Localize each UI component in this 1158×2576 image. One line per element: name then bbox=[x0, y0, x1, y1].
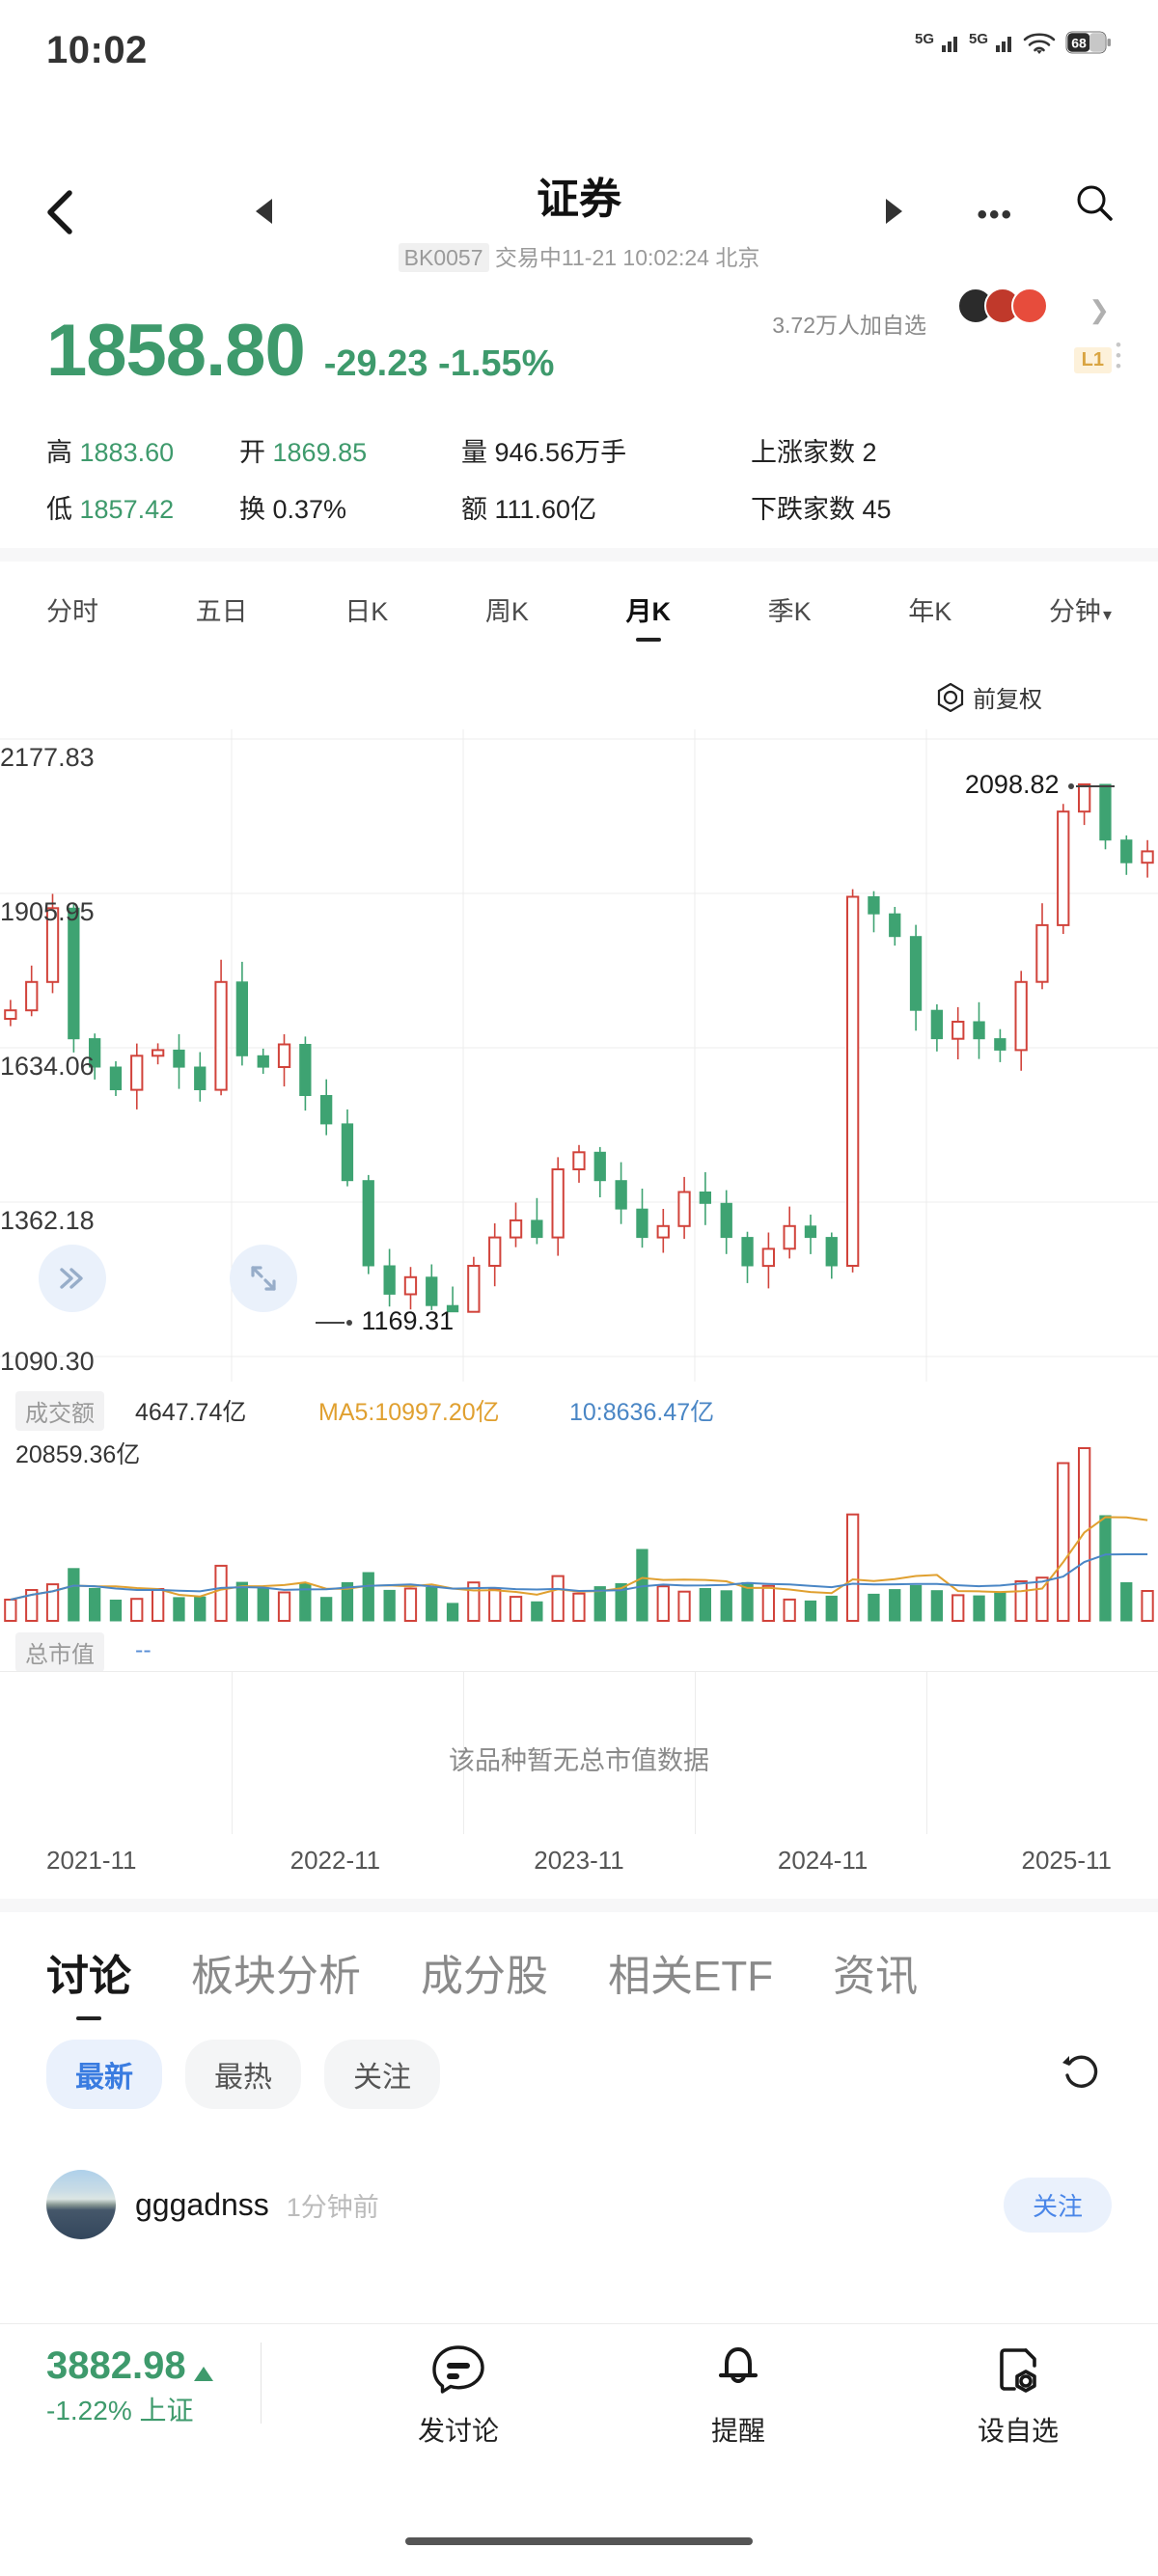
svg-text:68: 68 bbox=[1071, 36, 1087, 51]
svg-text:5G: 5G bbox=[915, 31, 934, 47]
svg-text:5G: 5G bbox=[969, 31, 988, 47]
